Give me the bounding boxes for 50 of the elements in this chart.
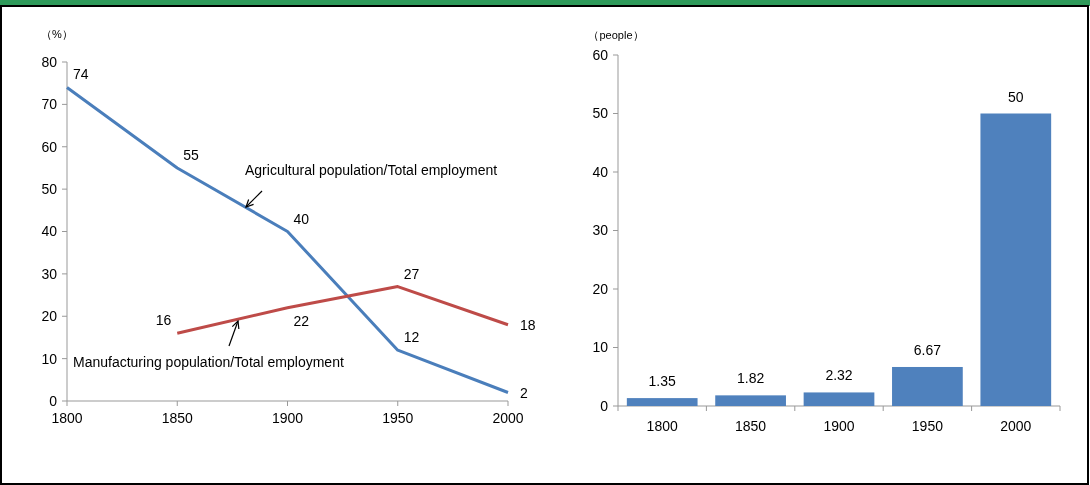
y-tick-label: 40 xyxy=(592,163,609,180)
data-label: 2.32 xyxy=(825,367,853,384)
data-label: 27 xyxy=(403,265,420,282)
data-label: 12 xyxy=(403,329,420,346)
y-tick-label: 20 xyxy=(41,308,58,325)
data-label: 55 xyxy=(183,146,200,163)
x-tick-label: 1900 xyxy=(823,418,855,434)
x-tick-label: 1950 xyxy=(911,418,944,434)
x-tick-label: 2000 xyxy=(1000,418,1032,434)
data-label: 50 xyxy=(1008,88,1024,105)
data-label: 18 xyxy=(520,316,536,333)
y-tick-label: 50 xyxy=(41,181,58,198)
y-tick-label: 60 xyxy=(41,138,58,155)
x-tick-label: 2000 xyxy=(492,410,524,426)
y-tick-label: 20 xyxy=(592,280,609,297)
bar xyxy=(803,392,875,406)
data-label: 40 xyxy=(293,210,310,227)
y-axis-title: （%） xyxy=(41,28,73,40)
series-label: Agricultural population/Total employment xyxy=(245,162,498,178)
bar xyxy=(626,398,698,406)
bar xyxy=(892,366,963,406)
text: Manufacturing population/Total employment xyxy=(73,354,344,370)
data-label: 74 xyxy=(73,66,89,83)
data-label: 16 xyxy=(155,312,172,329)
line-series xyxy=(65,85,510,395)
y-tick-label: 30 xyxy=(41,265,58,282)
y-tick-label: 70 xyxy=(41,96,58,113)
x-tick-label: 1900 xyxy=(271,410,304,426)
data-label: 1.35 xyxy=(648,373,677,390)
x-tick-label: 1800 xyxy=(51,410,83,426)
bar xyxy=(715,395,786,406)
y-tick-label: 40 xyxy=(41,223,58,240)
data-label: 2 xyxy=(520,384,528,401)
y-tick-label: 50 xyxy=(592,105,609,122)
data-label: 1.82 xyxy=(736,370,765,387)
y-tick-label: 0 xyxy=(600,397,609,414)
y-axis-title: （people） xyxy=(588,29,644,41)
y-tick-label: 0 xyxy=(49,392,58,409)
x-tick-label: 1850 xyxy=(161,410,194,426)
x-tick-label: 1800 xyxy=(646,418,678,434)
y-tick-label: 60 xyxy=(592,46,609,63)
x-tick-label: 1850 xyxy=(735,418,767,434)
y-tick-label: 10 xyxy=(41,350,58,367)
bar xyxy=(980,113,1052,406)
y-tick-label: 10 xyxy=(592,339,609,356)
y-tick-label: 80 xyxy=(41,53,58,70)
data-label: 6.67 xyxy=(913,341,942,358)
y-tick-label: 30 xyxy=(592,222,609,239)
data-label: 22 xyxy=(293,312,310,329)
x-tick-label: 1950 xyxy=(382,410,414,426)
